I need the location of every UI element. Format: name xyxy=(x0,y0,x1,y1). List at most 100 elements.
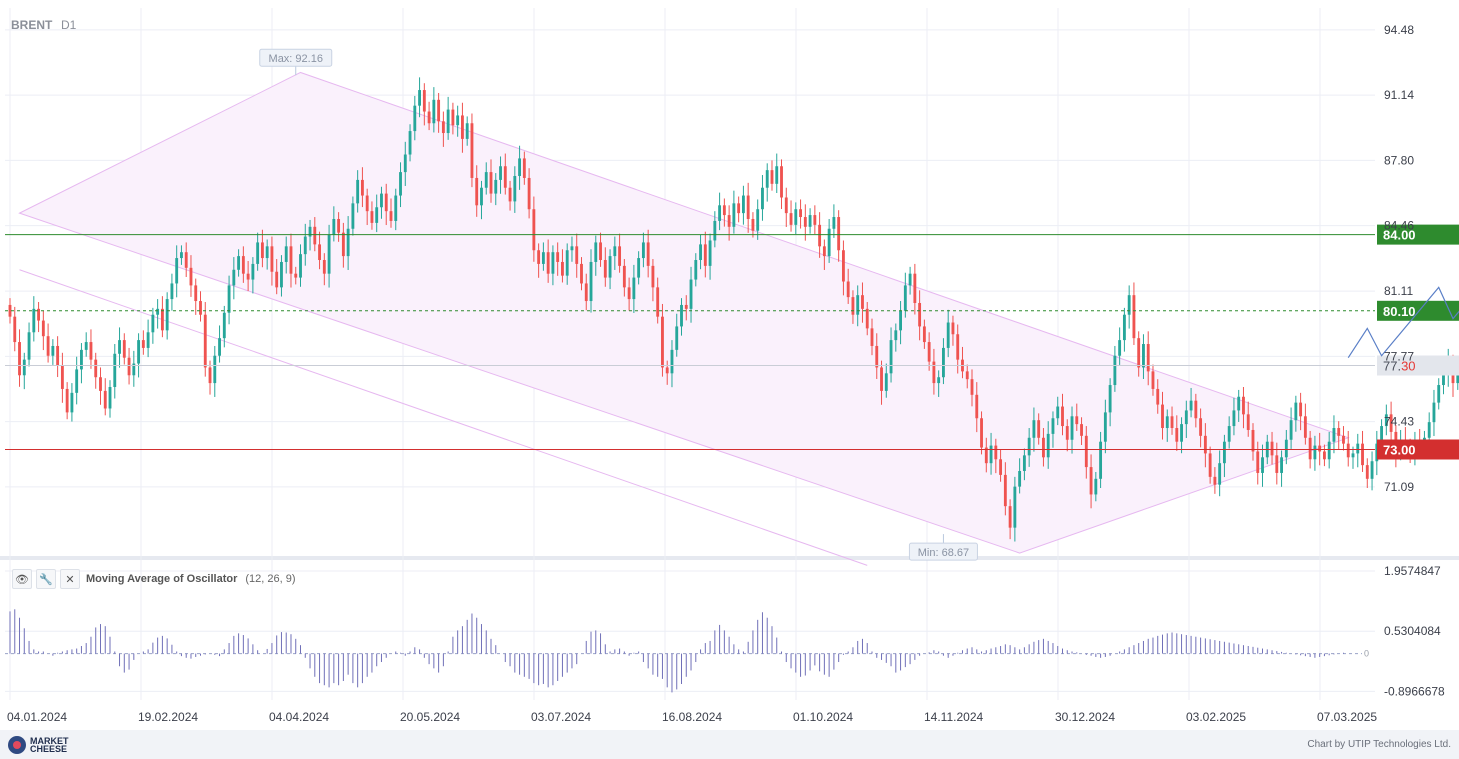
candle-body xyxy=(346,228,350,257)
eye-icon[interactable]: 👁 xyxy=(12,569,32,589)
channel-area xyxy=(18,71,1350,554)
candle-body xyxy=(213,355,217,384)
candle-body xyxy=(1375,443,1379,462)
candle-body xyxy=(713,220,717,241)
candle-body xyxy=(1037,420,1041,438)
candle-body xyxy=(441,121,445,134)
candle-body xyxy=(1008,506,1012,528)
axes-labels: 04.01.2024 19.02.2024 04.04.2024 20.05.2024… xyxy=(7,23,1445,724)
candle-body xyxy=(1165,416,1169,429)
candle-body xyxy=(1256,451,1260,473)
candle-body xyxy=(370,211,374,223)
candle-body xyxy=(622,265,626,288)
candle-body xyxy=(132,363,136,376)
close-icon[interactable]: ✕ xyxy=(60,569,80,589)
logo-icon xyxy=(8,736,26,754)
price-tick-label: 77.77 xyxy=(1384,349,1414,363)
candle-body xyxy=(1137,338,1141,368)
candle-body xyxy=(541,252,545,264)
candle-body xyxy=(80,349,83,370)
candle-body xyxy=(761,187,764,210)
candle-body xyxy=(1180,424,1183,442)
candle-body xyxy=(1146,344,1150,372)
candle-body xyxy=(84,342,88,350)
candle-body xyxy=(861,295,864,309)
candle-body xyxy=(1070,416,1074,440)
candle-body xyxy=(903,285,907,311)
candle-body xyxy=(756,209,760,231)
candle-body xyxy=(699,244,702,261)
level-price-text: 80.10 xyxy=(1383,304,1416,319)
candle-body xyxy=(1075,416,1079,425)
wrench-icon[interactable]: 🔧 xyxy=(36,569,56,589)
candle-body xyxy=(922,326,926,343)
oscillator-histogram xyxy=(9,609,1344,693)
candle-body xyxy=(937,377,941,384)
candle-body xyxy=(1142,344,1145,368)
candle-body xyxy=(841,250,845,282)
candle-body xyxy=(37,308,41,321)
candle-body xyxy=(1370,461,1374,479)
candle-body xyxy=(384,193,388,212)
candle-body xyxy=(1251,429,1255,452)
candle-body xyxy=(1237,396,1241,411)
candle-body xyxy=(594,242,598,262)
candle-body xyxy=(680,304,683,327)
candle-body xyxy=(60,365,64,389)
candle-body xyxy=(13,316,17,343)
candle-body xyxy=(437,99,441,122)
candle-body xyxy=(561,261,564,276)
level-price-badge xyxy=(1377,439,1459,460)
candle-body xyxy=(965,371,969,380)
candle-body xyxy=(232,269,236,286)
candle-body xyxy=(65,388,69,413)
candle-body xyxy=(427,111,431,124)
candle-body xyxy=(480,187,483,206)
candle-body xyxy=(1032,420,1036,438)
candle-body xyxy=(1018,470,1022,487)
candle-body xyxy=(1284,439,1288,458)
candle-body xyxy=(451,109,455,126)
candle-body xyxy=(532,209,536,251)
x-tick-label: 07.03.2025 xyxy=(1317,710,1377,724)
candle-body xyxy=(775,166,779,184)
x-tick-label: 03.02.2025 xyxy=(1186,710,1246,724)
price-tick-label: 71.09 xyxy=(1384,480,1414,494)
candle-body xyxy=(522,158,526,178)
candle-body xyxy=(989,445,993,464)
candle-body xyxy=(422,90,426,112)
candle-body xyxy=(265,246,269,259)
candle-body xyxy=(927,342,931,362)
indicator-name: Moving Average of Oscillator xyxy=(86,573,238,585)
candle-body xyxy=(327,234,331,274)
candle-body xyxy=(1084,435,1088,468)
candle-body xyxy=(913,273,917,303)
candle-body xyxy=(1080,424,1083,436)
candle-body xyxy=(403,154,407,173)
candle-body xyxy=(365,195,369,212)
candle-body xyxy=(337,218,341,233)
candle-body xyxy=(1389,414,1393,432)
candle-body xyxy=(199,301,202,315)
candle-body xyxy=(813,215,817,225)
candle-body xyxy=(1203,435,1207,454)
candle-body xyxy=(89,342,93,360)
candle-body xyxy=(632,277,636,300)
candle-body xyxy=(665,367,669,374)
market-cheese-logo[interactable]: MARKET CHEESE xyxy=(8,736,69,754)
candle-body xyxy=(1027,437,1031,456)
candle-body xyxy=(789,213,793,225)
candle-body xyxy=(446,109,450,134)
candle-body xyxy=(18,342,21,376)
candle-body xyxy=(1232,410,1236,427)
candle-body xyxy=(127,357,131,376)
price-tick-label: 84.46 xyxy=(1384,219,1414,233)
candle-body xyxy=(1332,428,1336,442)
candle-body xyxy=(289,246,293,274)
min-callout xyxy=(908,542,978,561)
candle-body xyxy=(175,258,179,284)
candle-body xyxy=(827,228,831,257)
level-price-text: 73.00 xyxy=(1383,443,1416,458)
current-price-text: 77.30 xyxy=(1383,359,1416,374)
